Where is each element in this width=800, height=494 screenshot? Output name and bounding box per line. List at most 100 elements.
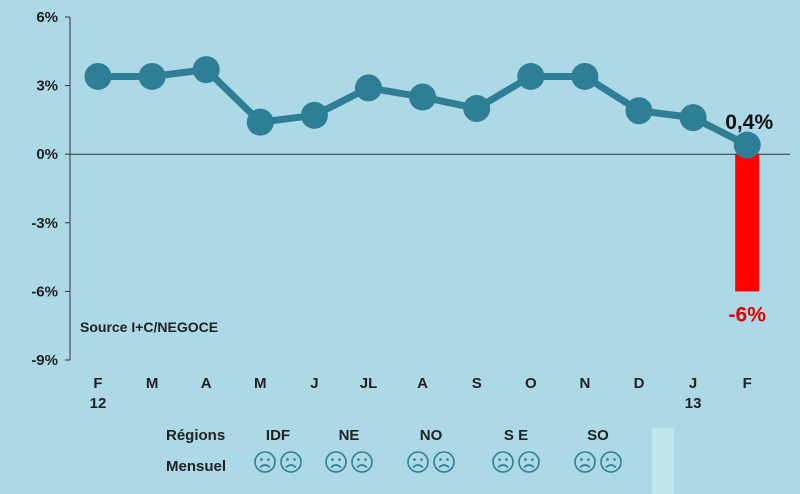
region-label: NO xyxy=(420,427,443,444)
sad-face-eye xyxy=(439,458,442,461)
sad-face-eye xyxy=(364,458,367,461)
sad-face-eye xyxy=(286,458,289,461)
x-tick-label: F xyxy=(743,375,752,392)
regions-row-label: Régions xyxy=(166,427,225,444)
sad-face-icon xyxy=(254,451,276,473)
data-point xyxy=(355,74,382,102)
chart-axes: 6% 3% 0% -3% -6% -9% F 12 M A M J JL A S O N D J 13 F xyxy=(31,9,790,412)
sad-face-mouth xyxy=(412,464,424,468)
data-point xyxy=(192,56,220,84)
sad-face-eye xyxy=(498,458,501,461)
sad-face-eye xyxy=(587,458,590,461)
sad-face-outline xyxy=(351,451,373,473)
bar-data-label: -6% xyxy=(729,303,767,326)
x-tick-sublabel: 12 xyxy=(90,395,107,412)
region-label: S E xyxy=(504,427,528,444)
sad-face-eye xyxy=(357,458,360,461)
y-tick-label: 0% xyxy=(36,146,58,163)
data-point xyxy=(679,104,707,132)
sad-face-mouth xyxy=(523,464,535,468)
data-point xyxy=(463,94,491,122)
data-point xyxy=(84,62,112,90)
data-point xyxy=(571,62,599,90)
sad-face-eye xyxy=(331,458,334,461)
x-tick-label: J xyxy=(689,375,697,392)
sad-face-icon xyxy=(407,451,429,473)
bar-value xyxy=(735,154,760,292)
sad-face-eye xyxy=(613,458,616,461)
sad-face-icon xyxy=(325,451,347,473)
sad-face-eye xyxy=(413,458,416,461)
data-point xyxy=(517,62,545,90)
sad-face-outline xyxy=(280,451,302,473)
sad-face-eye xyxy=(505,458,508,461)
chart-marks xyxy=(84,56,761,292)
sad-face-eye xyxy=(267,458,270,461)
end-data-label: 0,4% xyxy=(725,111,773,134)
sad-face-eye xyxy=(260,458,263,461)
x-tick-label: A xyxy=(201,375,212,392)
x-tick-label: A xyxy=(417,375,428,392)
data-point xyxy=(733,131,761,159)
sad-face-outline xyxy=(574,451,596,473)
y-tick-label: -6% xyxy=(31,283,58,300)
sad-face-eye xyxy=(606,458,609,461)
region-label: NE xyxy=(339,427,360,444)
data-point xyxy=(246,108,274,136)
y-tick-label: 3% xyxy=(36,78,58,95)
sad-face-mouth xyxy=(330,464,342,468)
regions-table: Régions Mensuel IDF NE NO S E SO xyxy=(166,427,674,494)
x-tick-sublabel: 13 xyxy=(685,395,702,412)
sad-face-eye xyxy=(338,458,341,461)
x-tick-label: O xyxy=(525,375,537,392)
region-label: IDF xyxy=(266,427,290,444)
x-tick-label: J xyxy=(310,375,318,392)
chart-labels: -6% 0,4% xyxy=(725,111,773,326)
y-tick-label: -9% xyxy=(31,352,58,369)
data-point xyxy=(409,83,437,111)
x-tick-label: F xyxy=(93,375,102,392)
x-tick-label: D xyxy=(634,375,645,392)
sad-face-outline xyxy=(407,451,429,473)
sad-face-mouth xyxy=(438,464,450,468)
sad-face-mouth xyxy=(497,464,509,468)
source-note: Source I+C/NEGOCE xyxy=(80,319,218,335)
y-tick-label: -3% xyxy=(31,215,58,232)
sad-face-icon xyxy=(574,451,596,473)
x-tick-label: S xyxy=(472,375,482,392)
data-point xyxy=(300,101,328,129)
data-point xyxy=(625,97,653,125)
sad-face-eye xyxy=(524,458,527,461)
sad-face-outline xyxy=(433,451,455,473)
sad-face-mouth xyxy=(285,464,297,468)
x-tick-label: M xyxy=(146,375,159,392)
monthly-row-label: Mensuel xyxy=(166,458,226,475)
sad-face-mouth xyxy=(356,464,368,468)
sad-face-icon xyxy=(600,451,622,473)
sad-face-icon xyxy=(433,451,455,473)
sad-face-outline xyxy=(492,451,514,473)
sad-face-outline xyxy=(600,451,622,473)
sad-face-eye xyxy=(531,458,534,461)
sad-face-eye xyxy=(293,458,296,461)
sad-face-mouth xyxy=(605,464,617,468)
x-tick-label: M xyxy=(254,375,267,392)
x-tick-label: JL xyxy=(360,375,378,392)
sad-face-outline xyxy=(325,451,347,473)
sad-face-mouth xyxy=(259,464,271,468)
sad-face-icon xyxy=(518,451,540,473)
sad-face-eye xyxy=(446,458,449,461)
sad-face-icon xyxy=(492,451,514,473)
highlight-box xyxy=(652,428,674,494)
region-label: SO xyxy=(587,427,609,444)
sad-face-eye xyxy=(580,458,583,461)
sad-face-mouth xyxy=(579,464,591,468)
y-tick-label: 6% xyxy=(36,9,58,26)
data-point xyxy=(138,62,166,90)
sad-face-outline xyxy=(518,451,540,473)
sad-face-icon xyxy=(280,451,302,473)
sad-face-icon xyxy=(351,451,373,473)
x-tick-label: N xyxy=(579,375,590,392)
